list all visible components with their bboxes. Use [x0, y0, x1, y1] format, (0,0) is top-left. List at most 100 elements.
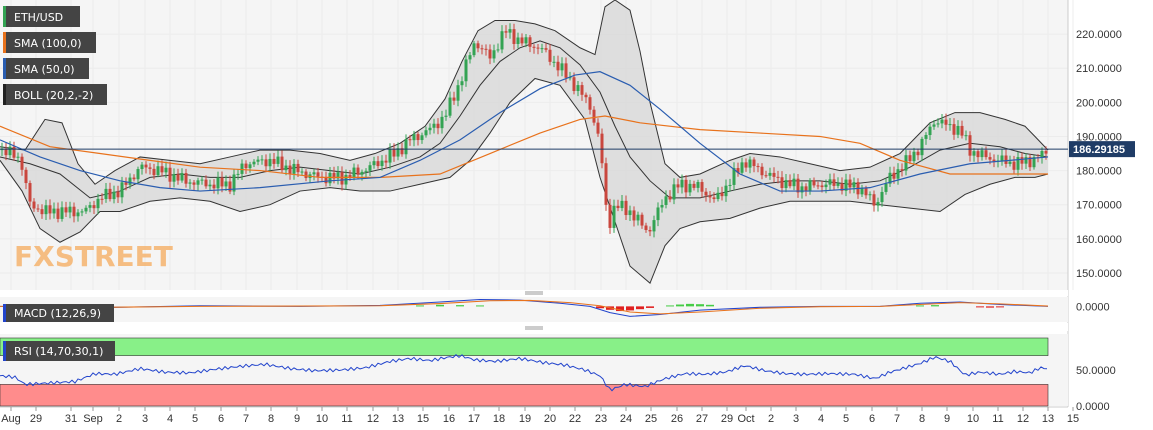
candle	[152, 163, 156, 180]
macd-histogram-bar	[931, 305, 939, 307]
candle	[640, 212, 644, 229]
candle	[828, 173, 832, 191]
candle	[164, 161, 168, 178]
candle	[612, 199, 616, 233]
candle	[860, 184, 864, 197]
rsi-tag[interactable]: RSI (14,70,30,1)	[3, 341, 115, 361]
candle	[272, 153, 276, 169]
price-panel: FXSTREET 220.0000 210.0000 200.0000 190.000…	[0, 0, 1135, 407]
candle	[724, 179, 728, 202]
price-axis-tick-label: 170.0000	[1076, 200, 1122, 212]
indicator-swatch	[3, 84, 6, 105]
candle	[900, 163, 904, 177]
candle	[424, 126, 428, 138]
candle	[744, 158, 748, 172]
candle	[140, 162, 144, 175]
macd-tag-label: MACD (12,26,9)	[14, 307, 101, 320]
candle	[788, 174, 792, 189]
indicator-swatch	[3, 58, 6, 79]
time-axis-labels: Aug 29 31 Sep 2 3 4 5 6 7 8 9 10 11 12 13 15 16 17 18 19 20 22…	[1, 407, 1079, 425]
candle	[172, 168, 176, 188]
candle	[132, 174, 136, 182]
rsi-overbought-zone	[0, 337, 1049, 356]
candle	[36, 204, 40, 213]
indicator-tag[interactable]: ETH/USD	[3, 6, 80, 27]
candle	[260, 155, 264, 165]
candle	[376, 156, 380, 169]
panel-splitter-1[interactable]	[0, 290, 1068, 296]
macd-histogram-bar	[986, 306, 994, 308]
candle	[232, 169, 236, 196]
candle	[632, 206, 636, 227]
candle	[464, 55, 468, 87]
candle	[336, 166, 340, 185]
candle	[252, 159, 256, 168]
time-axis-label: 29	[721, 413, 733, 425]
time-axis-label: 13	[392, 413, 404, 425]
candle	[876, 197, 880, 212]
time-axis-label: 8	[919, 413, 925, 425]
candle	[944, 113, 948, 131]
macd-histogram-bar	[476, 305, 484, 307]
candle	[220, 171, 224, 193]
candle	[732, 162, 736, 191]
candle	[492, 44, 496, 63]
candle	[896, 163, 900, 185]
candle	[904, 149, 908, 176]
candle	[528, 34, 532, 53]
candle	[40, 204, 44, 219]
candle	[124, 177, 128, 191]
candle	[456, 79, 460, 107]
macd-histogram-bar	[996, 306, 1004, 308]
candle	[664, 190, 668, 209]
candle	[796, 173, 800, 198]
candle	[888, 166, 892, 188]
candle	[588, 94, 592, 115]
time-axis-label: 18	[493, 413, 505, 425]
candle	[696, 179, 700, 193]
candle	[248, 161, 252, 173]
candle	[236, 169, 240, 180]
candle	[180, 168, 184, 183]
candle	[88, 201, 92, 213]
candle	[480, 44, 484, 55]
candle	[404, 134, 408, 159]
rsi-line-path	[0, 354, 1048, 392]
candle	[444, 109, 448, 121]
candle	[792, 173, 796, 191]
price-axis-tick-label: 220.0000	[1076, 29, 1122, 41]
candle	[948, 117, 952, 131]
indicator-tag[interactable]: SMA (50,0)	[3, 58, 89, 79]
candle	[108, 182, 112, 202]
candle	[104, 182, 108, 203]
indicator-tag-label: SMA (100,0)	[14, 37, 82, 50]
indicator-tag[interactable]: SMA (100,0)	[3, 32, 96, 53]
macd-tag[interactable]: MACD (12,26,9)	[3, 304, 114, 322]
panel-splitter-2[interactable]	[0, 323, 1068, 331]
price-axis-tick-label: 180.0000	[1076, 166, 1122, 178]
candle	[720, 186, 724, 201]
time-axis-label: 23	[595, 413, 607, 425]
rsi-axis-tick-label: 0.0000	[1076, 401, 1110, 413]
candle	[96, 193, 100, 215]
candle	[908, 150, 912, 165]
candle	[708, 191, 712, 203]
price-axis: 220.0000 210.0000 200.0000 190.0000 180.0000…	[1067, 0, 1122, 407]
time-axis-label: 7	[894, 413, 900, 425]
candle	[808, 178, 812, 195]
indicator-swatch	[3, 32, 6, 53]
candle	[972, 148, 976, 162]
candle	[316, 167, 320, 183]
candle	[76, 209, 80, 222]
candle	[468, 51, 472, 64]
rsi-axis-tick-label: 50.0000	[1076, 365, 1116, 377]
candle	[216, 171, 220, 195]
candle	[48, 199, 52, 220]
candle	[244, 160, 248, 175]
candle	[556, 55, 560, 77]
indicator-tag[interactable]: BOLL (20,2,-2)	[3, 84, 107, 105]
candle	[804, 183, 808, 197]
candle	[136, 166, 140, 184]
candle	[4, 142, 8, 161]
time-axis-label: 25	[645, 413, 657, 425]
